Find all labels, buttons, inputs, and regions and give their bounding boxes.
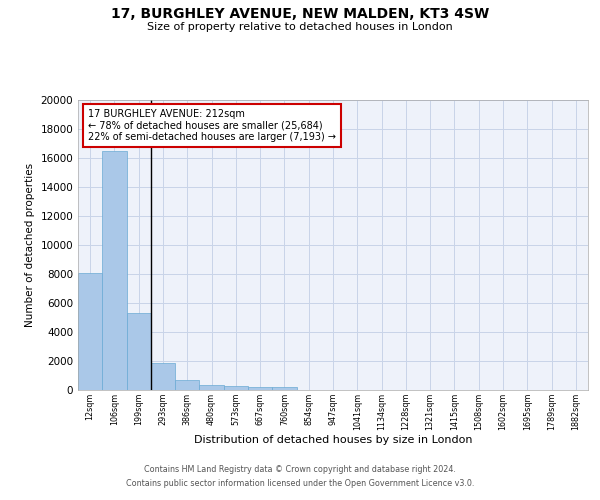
- Text: Contains HM Land Registry data © Crown copyright and database right 2024.
Contai: Contains HM Land Registry data © Crown c…: [126, 466, 474, 487]
- Bar: [248, 386, 272, 390]
- Bar: [102, 151, 127, 390]
- Text: Distribution of detached houses by size in London: Distribution of detached houses by size …: [194, 435, 472, 445]
- Bar: [272, 387, 296, 390]
- Bar: [199, 384, 224, 390]
- Bar: [78, 272, 102, 390]
- Bar: [127, 313, 151, 390]
- Bar: [175, 380, 199, 390]
- Bar: [151, 363, 175, 390]
- Text: 17 BURGHLEY AVENUE: 212sqm
← 78% of detached houses are smaller (25,684)
22% of : 17 BURGHLEY AVENUE: 212sqm ← 78% of deta…: [88, 108, 336, 142]
- Bar: [224, 386, 248, 390]
- Y-axis label: Number of detached properties: Number of detached properties: [25, 163, 35, 327]
- Text: 17, BURGHLEY AVENUE, NEW MALDEN, KT3 4SW: 17, BURGHLEY AVENUE, NEW MALDEN, KT3 4SW: [111, 8, 489, 22]
- Text: Size of property relative to detached houses in London: Size of property relative to detached ho…: [147, 22, 453, 32]
